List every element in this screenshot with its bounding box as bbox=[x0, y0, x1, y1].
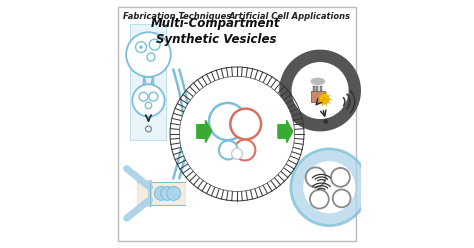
Circle shape bbox=[291, 149, 368, 226]
Bar bbox=[320, 86, 322, 91]
Bar bbox=[313, 86, 315, 91]
Circle shape bbox=[306, 167, 326, 187]
Text: Fabrication Techniques: Fabrication Techniques bbox=[123, 12, 231, 21]
Circle shape bbox=[292, 62, 348, 119]
Circle shape bbox=[235, 140, 255, 160]
Circle shape bbox=[323, 119, 328, 124]
Circle shape bbox=[126, 32, 171, 77]
Circle shape bbox=[219, 141, 238, 159]
Circle shape bbox=[319, 94, 329, 104]
Circle shape bbox=[231, 148, 243, 159]
Bar bbox=[316, 86, 319, 91]
Circle shape bbox=[167, 186, 181, 200]
Circle shape bbox=[139, 45, 143, 49]
Bar bbox=[311, 91, 325, 102]
Circle shape bbox=[132, 84, 164, 117]
FancyBboxPatch shape bbox=[118, 7, 356, 241]
Circle shape bbox=[180, 76, 294, 191]
FancyArrow shape bbox=[197, 120, 212, 143]
Circle shape bbox=[209, 103, 246, 140]
Circle shape bbox=[310, 190, 329, 209]
Circle shape bbox=[279, 50, 361, 131]
Text: Artificial Cell Applications: Artificial Cell Applications bbox=[229, 12, 351, 21]
Circle shape bbox=[230, 109, 261, 139]
Ellipse shape bbox=[310, 78, 325, 85]
Circle shape bbox=[333, 189, 351, 207]
Circle shape bbox=[303, 161, 356, 213]
Text: Multi-Compartment
Synthetic Vesicles: Multi-Compartment Synthetic Vesicles bbox=[151, 17, 281, 46]
FancyBboxPatch shape bbox=[130, 24, 166, 140]
Circle shape bbox=[331, 168, 350, 187]
Circle shape bbox=[155, 186, 168, 200]
Circle shape bbox=[161, 186, 174, 200]
FancyArrow shape bbox=[278, 120, 293, 143]
